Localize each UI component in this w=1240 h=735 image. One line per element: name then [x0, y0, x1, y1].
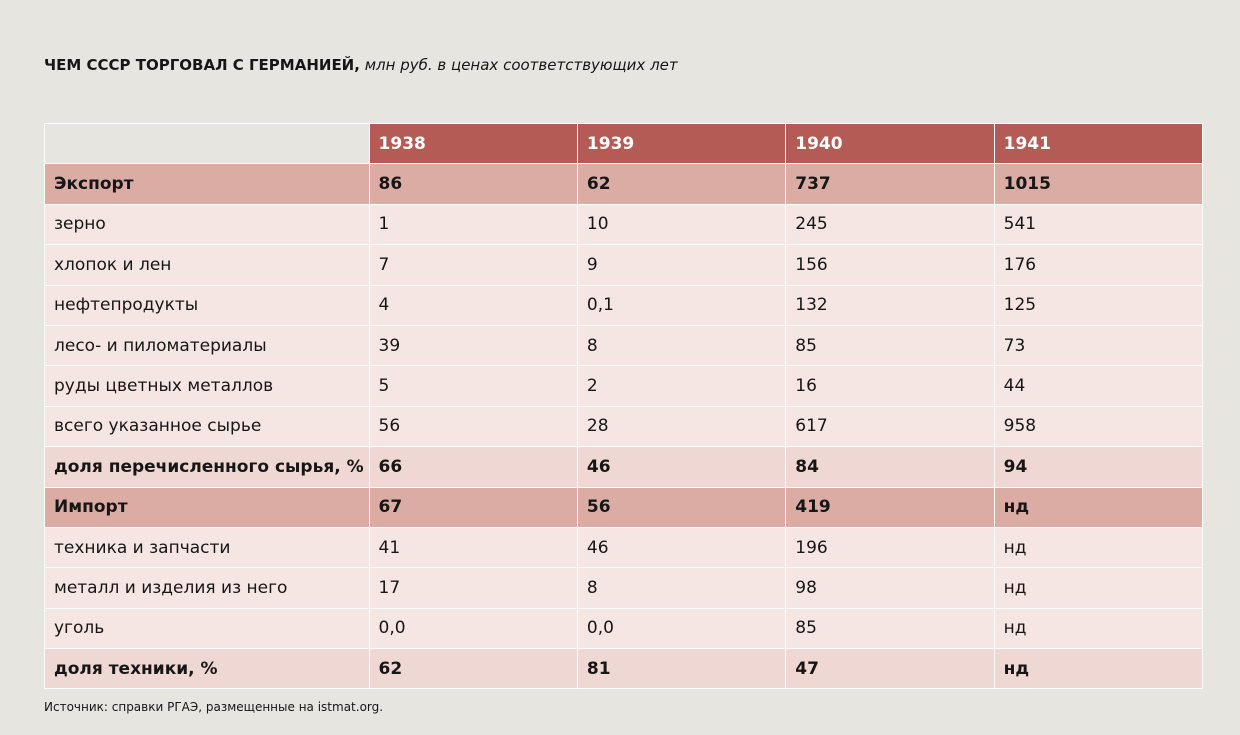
value-cell: 176 [993, 244, 1204, 286]
value-cell: 85 [785, 324, 995, 367]
header-corner-cell [44, 122, 370, 165]
chart-title: ЧЕМ СССР ТОРГОВАЛ С ГЕРМАНИЕЙ, млн руб. … [44, 55, 678, 75]
value-cell: нд [993, 486, 1204, 528]
value-cell: 28 [576, 405, 787, 448]
value-cell: нд [993, 567, 1204, 609]
value-cell: 5 [368, 365, 578, 407]
value-cell: 125 [993, 284, 1204, 326]
table-row: хлопок и лен 7 9 156 176 [44, 244, 1204, 286]
value-cell: 958 [993, 405, 1204, 448]
value-cell: 17 [368, 567, 578, 609]
table-row: руды цветных металлов 5 2 16 44 [44, 365, 1204, 407]
table-row: зерно 1 10 245 541 [44, 203, 1204, 246]
table-row: Экспорт 86 62 737 1015 [44, 163, 1204, 205]
value-cell: 81 [576, 648, 787, 690]
value-cell: 0,1 [576, 284, 787, 326]
header-row: 1938 1939 1940 1941 [44, 122, 1204, 165]
value-cell: 84 [785, 446, 995, 488]
table-row: доля перечисленного сырья, % 66 46 84 94 [44, 446, 1204, 488]
row-label: Экспорт [44, 163, 370, 205]
row-label: лесо- и пиломатериалы [44, 324, 370, 367]
value-cell: 245 [785, 203, 995, 246]
value-cell: 196 [785, 526, 995, 569]
table-row: Импорт 67 56 419 нд [44, 486, 1204, 528]
value-cell: 132 [785, 284, 995, 326]
value-cell: 56 [576, 486, 787, 528]
value-cell: 66 [368, 446, 578, 488]
row-label: зерно [44, 203, 370, 246]
value-cell: 56 [368, 405, 578, 448]
row-label: доля перечисленного сырья, % [44, 446, 370, 488]
value-cell: 0,0 [576, 607, 787, 650]
value-cell: 617 [785, 405, 995, 448]
value-cell: 2 [576, 365, 787, 407]
chart-title-main: ЧЕМ СССР ТОРГОВАЛ С ГЕРМАНИЕЙ, [44, 56, 360, 74]
value-cell: нд [993, 526, 1204, 569]
value-cell: 4 [368, 284, 578, 326]
row-label: нефтепродукты [44, 284, 370, 326]
row-label: техника и запчасти [44, 526, 370, 569]
column-header-year: 1940 [785, 122, 995, 165]
trade-table: 1938 1939 1940 1941 Экспорт 86 62 737 1015 зе… [44, 122, 1204, 690]
value-cell: 62 [576, 163, 787, 205]
value-cell: 8 [576, 567, 787, 609]
value-cell: 44 [993, 365, 1204, 407]
row-label: руды цветных металлов [44, 365, 370, 407]
value-cell: 1015 [993, 163, 1204, 205]
value-cell: 156 [785, 244, 995, 286]
value-cell: 46 [576, 526, 787, 569]
row-label: уголь [44, 607, 370, 650]
value-cell: нд [993, 648, 1204, 690]
value-cell: 39 [368, 324, 578, 367]
row-label: металл и изделия из него [44, 567, 370, 609]
table-row: металл и изделия из него 17 8 98 нд [44, 567, 1204, 609]
value-cell: 94 [993, 446, 1204, 488]
value-cell: 86 [368, 163, 578, 205]
value-cell: 0,0 [368, 607, 578, 650]
value-cell: 1 [368, 203, 578, 246]
value-cell: 8 [576, 324, 787, 367]
row-label: хлопок и лен [44, 244, 370, 286]
value-cell: 737 [785, 163, 995, 205]
column-header-year: 1941 [993, 122, 1204, 165]
column-header-year: 1939 [576, 122, 787, 165]
value-cell: 67 [368, 486, 578, 528]
value-cell: 85 [785, 607, 995, 650]
row-label: доля техники, % [44, 648, 370, 690]
value-cell: 46 [576, 446, 787, 488]
value-cell: 73 [993, 324, 1204, 367]
table-row: доля техники, % 62 81 47 нд [44, 648, 1204, 690]
value-cell: 47 [785, 648, 995, 690]
source-note: Источник: справки РГАЭ, размещенные на i… [44, 700, 384, 714]
table-row: нефтепродукты 4 0,1 132 125 [44, 284, 1204, 326]
value-cell: 98 [785, 567, 995, 609]
chart-subtitle: млн руб. в ценах соответствующих лет [364, 56, 678, 74]
column-header-year: 1938 [368, 122, 578, 165]
table-row: лесо- и пиломатериалы 39 8 85 73 [44, 324, 1204, 367]
row-label: всего указанное сырье [44, 405, 370, 448]
table-row: уголь 0,0 0,0 85 нд [44, 607, 1204, 650]
value-cell: 419 [785, 486, 995, 528]
row-label: Импорт [44, 486, 370, 528]
value-cell: 41 [368, 526, 578, 569]
table-row: всего указанное сырье 56 28 617 958 [44, 405, 1204, 448]
value-cell: 16 [785, 365, 995, 407]
table-body: Экспорт 86 62 737 1015 зерно 1 10 245 541 хлопок и… [44, 163, 1204, 690]
value-cell: 541 [993, 203, 1204, 246]
value-cell: 62 [368, 648, 578, 690]
value-cell: 7 [368, 244, 578, 286]
value-cell: нд [993, 607, 1204, 650]
value-cell: 10 [576, 203, 787, 246]
table-row: техника и запчасти 41 46 196 нд [44, 526, 1204, 569]
value-cell: 9 [576, 244, 787, 286]
